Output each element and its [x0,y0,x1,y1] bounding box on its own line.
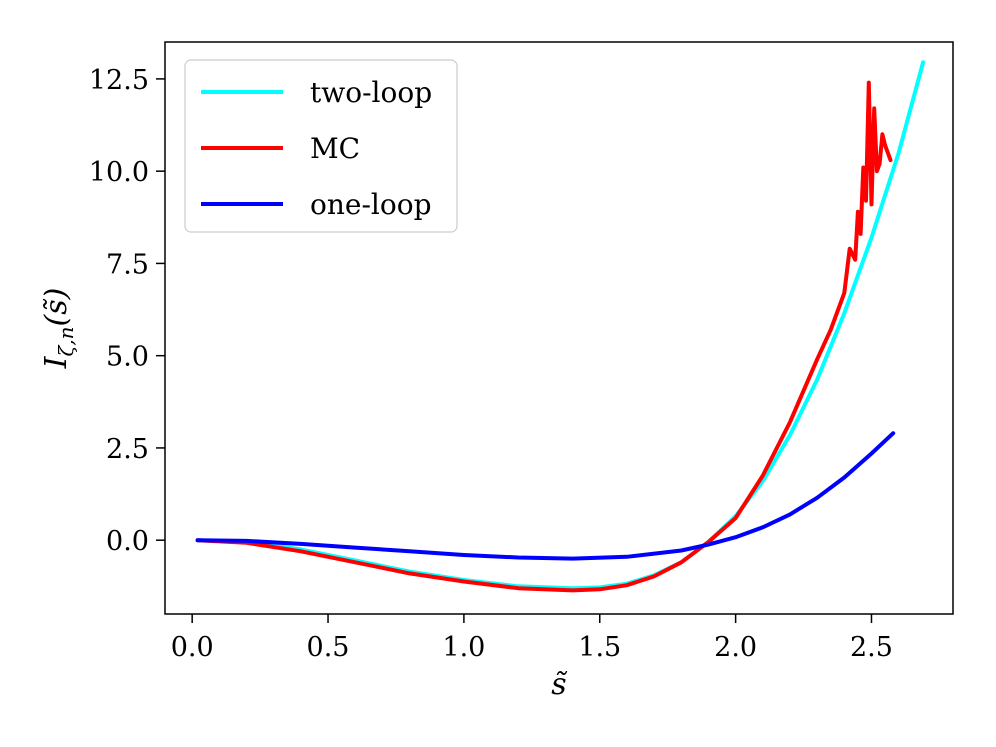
legend-label-mc: MC [310,132,360,165]
series-line-one-loop [195,431,896,561]
x-tick-label: 0.0 [171,632,214,663]
plot-area [195,60,926,593]
y-axis-label: Iζ,n(s̃) [39,288,78,370]
x-tick-label: 2.5 [850,632,893,663]
y-tick-label: 7.5 [106,249,149,280]
axes: 0.0 0.5 1.0 1.5 2.0 2.5 0.0 2.5 5.0 7.5 10.0 12.5 s̃… [39,41,954,702]
x-tick-label: 1.5 [578,632,621,663]
y-tick-label: 12.5 [89,65,149,96]
y-tick-label: 0.0 [106,526,149,557]
y-axis-label-arg: (s̃) [39,288,74,327]
y-tick-label: 10.0 [89,157,149,188]
x-tick-label: 0.5 [307,632,350,663]
y-axis-label-sub: ζ,n [54,326,78,356]
x-tick-label: 1.0 [442,632,485,663]
legend-label-one-loop: one-loop [310,188,432,221]
x-axis-label: s̃ [551,667,568,702]
y-axis-label-main: I [39,355,74,369]
legend: two-loop MC one-loop [184,59,458,233]
series-line-mc [195,80,893,593]
legend-box [184,59,458,233]
axes-frame [164,41,954,615]
y-tick-label: 5.0 [106,342,149,373]
legend-label-two-loop: two-loop [310,76,432,109]
x-tick-label: 2.0 [714,632,757,663]
y-tick-label: 2.5 [106,434,149,465]
